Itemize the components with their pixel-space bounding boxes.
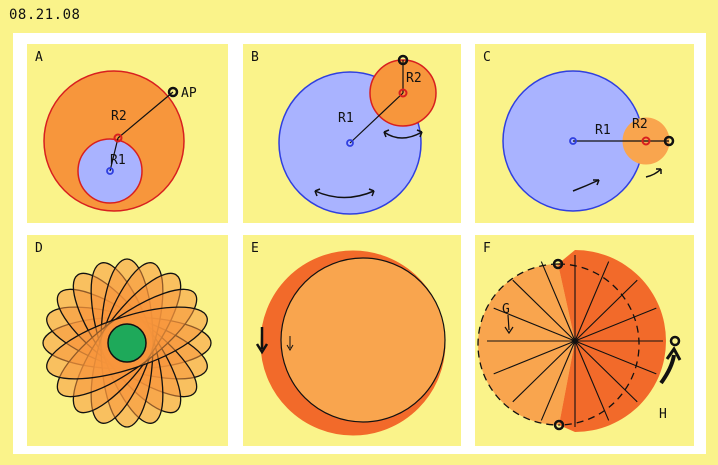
panel-d-label: D <box>35 241 43 256</box>
rotation-arrow-small <box>645 168 662 178</box>
tip-point-dot <box>397 54 409 66</box>
panel-c-diagram: R1 R2 <box>502 70 675 212</box>
hub-dot <box>572 338 578 344</box>
spoke-line <box>493 340 576 375</box>
dashed-arc-right <box>557 263 640 426</box>
spoke-line <box>574 340 657 375</box>
r2-text: R2 <box>406 71 422 86</box>
r2-center-dot <box>113 133 123 143</box>
r1-center-dot <box>346 139 354 147</box>
center-green-circle <box>107 323 147 363</box>
top-point-dot <box>552 258 564 270</box>
panel-grid: R2 R1 AP A R1 R2 B <box>13 33 706 454</box>
r2-text: R2 <box>632 117 648 132</box>
spoke-line <box>574 279 638 342</box>
spoke-line <box>574 340 638 403</box>
panel-e-diagram <box>255 250 446 436</box>
panel-f-diagram: G H <box>477 250 682 432</box>
h-text: H <box>659 407 667 422</box>
inner-arrowhead <box>286 344 294 351</box>
r2-center-dot <box>398 88 408 98</box>
h-arrowhead <box>665 346 682 361</box>
g-arrow-shaft <box>507 314 510 331</box>
outer-arrowhead <box>255 343 269 355</box>
spoke-line <box>574 307 657 342</box>
spoke-line <box>493 307 576 342</box>
panel-f-label: F <box>483 241 491 256</box>
g-arrowhead <box>504 326 514 335</box>
r1-text: R1 <box>595 123 611 138</box>
g-text: G <box>502 302 510 317</box>
panel-b: R1 R2 B <box>243 44 461 223</box>
r1-line <box>109 137 119 172</box>
right-point-dot <box>669 335 681 347</box>
radial-spokes <box>487 255 663 427</box>
spoke-line <box>574 340 610 421</box>
r2-line <box>117 91 174 139</box>
r1-line <box>349 92 404 144</box>
rotation-arrow-large <box>572 179 600 192</box>
panel-e: E <box>243 235 461 446</box>
inner-light-orange-circle <box>280 257 446 423</box>
spoke-line <box>574 261 610 342</box>
panel-b-label: B <box>251 50 259 65</box>
panel-e-label: E <box>251 241 259 256</box>
panel-f: G H F <box>475 235 694 446</box>
spoke-line <box>540 261 576 342</box>
r1-center-dot <box>569 137 577 145</box>
panel-a-label: A <box>35 50 43 65</box>
r2-text: R2 <box>111 109 127 124</box>
r2-center-dot <box>641 136 651 146</box>
bottom-point-dot <box>553 419 565 431</box>
ap-text: AP <box>181 86 197 101</box>
spoke-line <box>540 340 576 421</box>
arrowhead-large <box>593 179 600 186</box>
panel-a-diagram: R2 R1 AP <box>43 70 197 212</box>
light-orange-sector <box>477 264 575 426</box>
panel-d: D <box>27 235 228 446</box>
panel-d-diagram <box>42 258 212 428</box>
r1-text: R1 <box>110 153 126 168</box>
rotation-arrow-large <box>314 190 375 199</box>
dashed-arc-left <box>477 263 560 426</box>
r1-center-dot <box>106 167 114 175</box>
h-arrow-shaft <box>659 354 676 385</box>
ap-point-dot <box>167 86 179 98</box>
spoke-line <box>512 279 576 342</box>
arrowheads-small <box>383 129 423 138</box>
spoke-line <box>512 340 576 403</box>
tip-point-dot <box>663 135 675 147</box>
date-label: 08.21.08 <box>9 7 81 23</box>
arrowheads-large <box>314 188 375 197</box>
rotation-arrow-small <box>383 131 423 139</box>
arrowhead-small <box>656 168 662 174</box>
panel-a: R2 R1 AP A <box>27 44 228 223</box>
panel-b-diagram: R1 R2 <box>278 54 437 215</box>
panel-c: R1 R2 C <box>475 44 694 223</box>
r1-text: R1 <box>338 111 354 126</box>
panel-c-label: C <box>483 50 491 65</box>
